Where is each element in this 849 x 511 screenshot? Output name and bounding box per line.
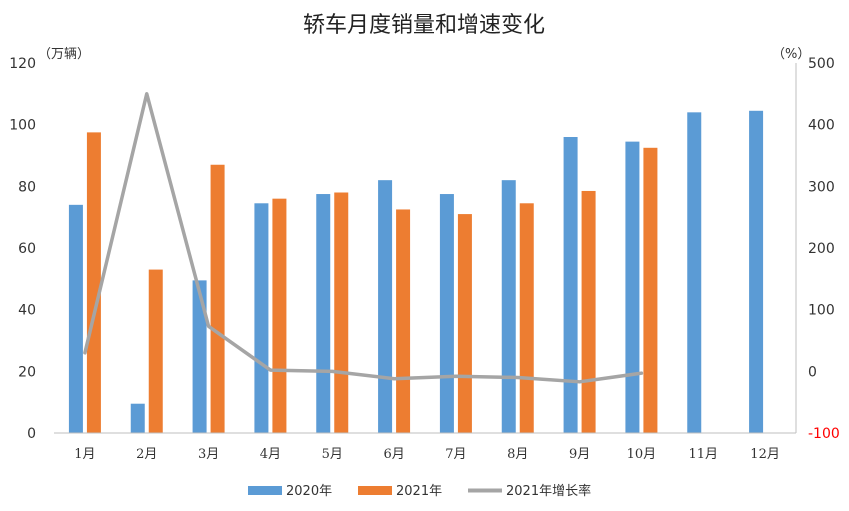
legend-label: 2021年增长率 <box>506 483 591 499</box>
category-label: 11月 <box>688 447 718 462</box>
chart-title: 轿车月度销量和增速变化 <box>303 13 545 38</box>
category-label: 6月 <box>383 447 404 462</box>
right-tick-label: 500 <box>808 56 835 72</box>
left-axis-ticks: 0 20 40 60 80 100 120 <box>9 56 36 442</box>
bar-2021年-7月 <box>457 214 472 433</box>
left-tick-label: 40 <box>18 303 36 319</box>
bar-2020年-10月 <box>625 141 640 433</box>
right-axis-unit: （%） <box>772 47 810 62</box>
right-tick-label: 200 <box>808 241 835 257</box>
category-label: 1月 <box>74 447 95 462</box>
left-tick-label: 20 <box>18 364 36 380</box>
left-tick-label: 120 <box>9 56 36 72</box>
line-2021年增长率 <box>83 92 644 384</box>
right-tick-label: 0 <box>808 364 817 380</box>
bar-2020年-12月 <box>749 110 764 434</box>
left-tick-label: 60 <box>18 241 36 257</box>
legend-label: 2020年 <box>286 484 332 499</box>
right-axis-ticks: -100 0 100 200 300 400 500 <box>808 56 840 442</box>
legend-swatch <box>358 486 392 495</box>
category-labels: 1月 2月 3月 4月 5月 6月 7月 8月 9月 10月 11月 12月 <box>74 447 780 462</box>
legend-label: 2021年 <box>396 484 442 499</box>
category-label: 2月 <box>136 447 157 462</box>
bar-2020年-2月 <box>130 403 145 433</box>
category-label: 9月 <box>569 447 590 462</box>
bar-2020年-6月 <box>378 180 393 433</box>
category-label: 12月 <box>750 447 780 462</box>
bar-2020年-11月 <box>687 112 702 433</box>
bar-2020年-5月 <box>316 194 331 433</box>
bar-2021年-5月 <box>334 192 349 433</box>
bar-2020年-1月 <box>68 204 83 433</box>
right-tick-label: 400 <box>808 118 835 134</box>
left-tick-label: 0 <box>27 426 36 442</box>
bar-2020年-7月 <box>439 194 454 433</box>
bar-2021年-4月 <box>272 198 287 433</box>
legend-swatch <box>248 486 282 495</box>
category-label: 7月 <box>445 447 466 462</box>
bar-2021年-8月 <box>519 203 534 433</box>
bar-2021年-2月 <box>148 269 163 433</box>
bar-2020年-9月 <box>563 137 578 433</box>
right-tick-label: -100 <box>808 426 840 442</box>
category-label: 4月 <box>260 447 281 462</box>
bar-2020年-3月 <box>192 280 207 433</box>
right-tick-label: 300 <box>808 179 835 195</box>
right-tick-label: 100 <box>808 303 835 319</box>
category-label: 3月 <box>198 447 219 462</box>
category-label: 10月 <box>627 447 657 462</box>
bar-2021年-1月 <box>86 132 101 433</box>
bar-2020年-8月 <box>501 180 516 433</box>
bar-series <box>68 110 764 434</box>
bar-2021年-10月 <box>643 147 658 433</box>
bar-2021年-3月 <box>210 164 225 433</box>
bar-2020年-4月 <box>254 203 269 433</box>
left-axis-unit: （万辆） <box>38 47 90 62</box>
left-tick-label: 80 <box>18 179 36 195</box>
category-label: 5月 <box>322 447 343 462</box>
bar-2021年-6月 <box>396 209 411 433</box>
category-label: 8月 <box>507 447 528 462</box>
line-series <box>83 92 644 384</box>
bar-2021年-9月 <box>581 190 596 433</box>
left-tick-label: 100 <box>9 118 36 134</box>
legend: 2020年 2021年 2021年增长率 <box>248 483 591 499</box>
